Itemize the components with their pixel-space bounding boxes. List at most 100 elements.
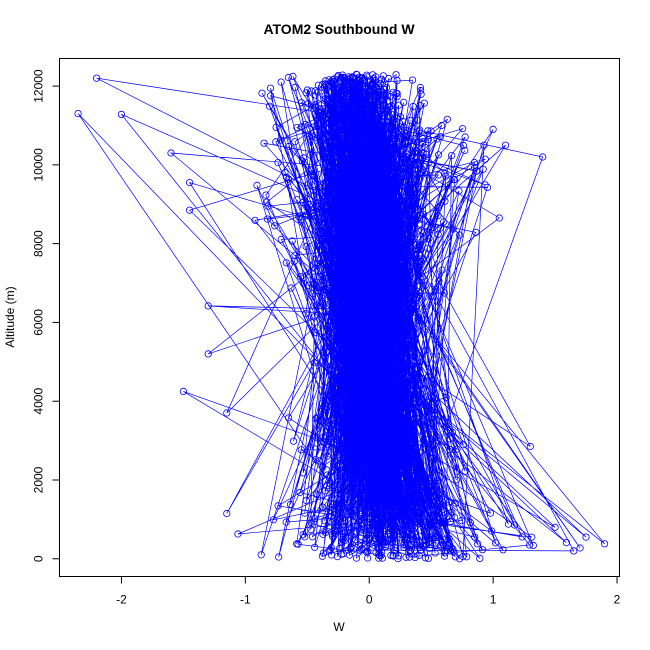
data-point bbox=[354, 541, 363, 549]
data-point bbox=[345, 438, 354, 446]
data-point bbox=[293, 196, 301, 204]
data-point bbox=[364, 246, 372, 254]
data-point bbox=[421, 554, 429, 562]
data-point bbox=[369, 203, 377, 211]
data-point bbox=[328, 309, 337, 317]
data-point bbox=[313, 259, 321, 268]
data-point bbox=[449, 225, 457, 233]
data-point bbox=[301, 120, 309, 129]
data-point bbox=[311, 328, 320, 337]
data-point bbox=[372, 416, 380, 424]
data-point bbox=[384, 442, 392, 451]
data-point bbox=[340, 137, 348, 145]
data-point bbox=[370, 523, 378, 531]
data-point bbox=[371, 124, 379, 132]
data-point bbox=[359, 450, 368, 459]
data-point bbox=[348, 237, 356, 245]
data-point bbox=[343, 137, 351, 145]
data-point bbox=[366, 140, 374, 148]
data-point bbox=[413, 264, 421, 273]
data-point bbox=[363, 505, 371, 513]
data-point bbox=[400, 123, 408, 131]
data-point bbox=[393, 296, 401, 305]
data-point bbox=[370, 137, 378, 146]
data-point bbox=[369, 280, 377, 288]
data-point bbox=[429, 506, 437, 514]
data-point bbox=[388, 111, 396, 119]
data-point bbox=[301, 509, 309, 517]
data-point bbox=[364, 435, 373, 443]
data-point bbox=[319, 259, 327, 267]
data-point bbox=[332, 292, 340, 300]
data-point bbox=[374, 371, 382, 379]
data-point bbox=[390, 352, 398, 361]
data-point bbox=[374, 493, 382, 501]
data-point bbox=[335, 251, 343, 259]
data-point bbox=[346, 116, 354, 125]
data-point bbox=[378, 184, 386, 192]
data-point bbox=[393, 291, 401, 299]
data-point bbox=[364, 169, 372, 177]
data-point bbox=[291, 138, 299, 146]
data-point bbox=[382, 421, 390, 429]
data-point bbox=[334, 119, 342, 127]
data-point bbox=[374, 296, 382, 304]
data-point bbox=[353, 528, 361, 536]
data-point bbox=[472, 228, 480, 236]
data-point bbox=[383, 341, 391, 350]
data-point bbox=[361, 367, 369, 375]
data-point bbox=[348, 271, 356, 279]
data-point bbox=[300, 280, 308, 288]
data-point bbox=[345, 551, 354, 559]
data-point bbox=[379, 72, 387, 80]
data-point bbox=[395, 257, 403, 265]
data-point bbox=[400, 540, 408, 548]
data-point bbox=[309, 289, 317, 297]
data-point bbox=[451, 499, 460, 507]
data-point bbox=[364, 201, 372, 209]
data-point bbox=[442, 393, 450, 402]
data-point bbox=[307, 166, 315, 174]
data-point bbox=[392, 401, 400, 410]
data-point bbox=[326, 116, 335, 124]
data-point bbox=[350, 400, 358, 408]
data-point bbox=[448, 428, 456, 437]
data-point bbox=[441, 549, 449, 557]
data-point bbox=[343, 77, 351, 85]
data-point bbox=[301, 533, 309, 541]
data-point bbox=[483, 183, 491, 191]
data-point bbox=[383, 404, 391, 412]
data-point bbox=[350, 101, 358, 109]
data-point bbox=[262, 191, 270, 199]
data-point bbox=[434, 230, 442, 238]
data-point bbox=[353, 438, 362, 447]
data-point bbox=[396, 457, 404, 465]
data-point bbox=[344, 76, 352, 84]
data-point bbox=[401, 236, 409, 244]
data-point bbox=[428, 400, 436, 408]
data-point bbox=[345, 190, 354, 198]
x-axis-label: W bbox=[333, 620, 345, 634]
data-point bbox=[329, 410, 338, 419]
data-point bbox=[277, 235, 285, 243]
data-point bbox=[316, 189, 324, 197]
data-point bbox=[354, 147, 362, 155]
data-point bbox=[376, 287, 384, 296]
data-point bbox=[366, 215, 374, 223]
data-point bbox=[440, 552, 449, 560]
data-point bbox=[405, 521, 413, 530]
data-point bbox=[322, 432, 330, 440]
data-point bbox=[204, 302, 212, 310]
data-point bbox=[380, 416, 388, 424]
data-point bbox=[310, 432, 319, 440]
data-point bbox=[407, 205, 415, 213]
data-point bbox=[433, 135, 441, 143]
data-point bbox=[316, 122, 324, 130]
data-point bbox=[407, 506, 416, 514]
data-point bbox=[385, 122, 393, 130]
data-point bbox=[344, 136, 353, 145]
data-point bbox=[431, 529, 440, 537]
data-point bbox=[424, 127, 432, 135]
data-point bbox=[375, 397, 383, 405]
data-point bbox=[423, 244, 432, 252]
